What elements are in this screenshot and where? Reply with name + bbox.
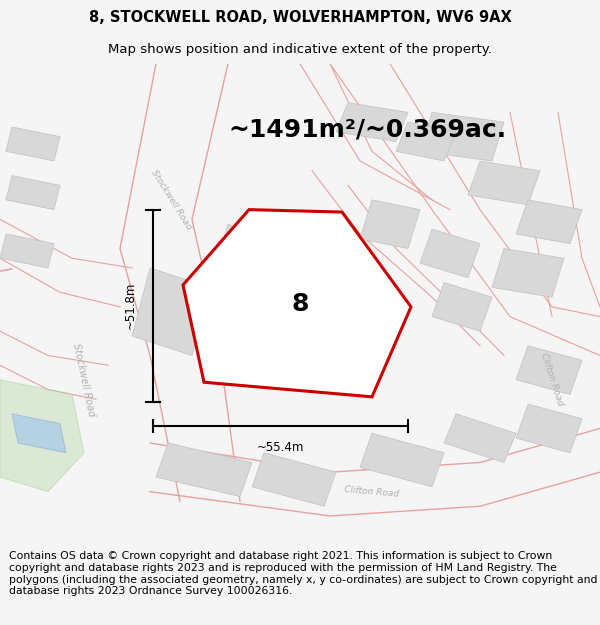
Polygon shape bbox=[132, 268, 210, 356]
Text: Map shows position and indicative extent of the property.: Map shows position and indicative extent… bbox=[108, 43, 492, 56]
Polygon shape bbox=[396, 122, 456, 161]
Polygon shape bbox=[336, 102, 408, 141]
Text: Stockwell Road: Stockwell Road bbox=[71, 342, 97, 418]
Polygon shape bbox=[360, 200, 420, 249]
Polygon shape bbox=[210, 224, 300, 307]
Text: Clifton Road: Clifton Road bbox=[344, 485, 400, 499]
Polygon shape bbox=[6, 176, 60, 209]
Polygon shape bbox=[12, 414, 66, 452]
Polygon shape bbox=[516, 200, 582, 244]
Polygon shape bbox=[444, 414, 516, 462]
Polygon shape bbox=[420, 112, 504, 161]
Text: ~51.8m: ~51.8m bbox=[124, 282, 137, 329]
Polygon shape bbox=[183, 209, 411, 397]
Polygon shape bbox=[516, 404, 582, 452]
Text: 8: 8 bbox=[292, 292, 308, 316]
Polygon shape bbox=[492, 249, 564, 297]
Polygon shape bbox=[0, 234, 54, 268]
Text: ~1491m²/~0.369ac.: ~1491m²/~0.369ac. bbox=[228, 118, 506, 141]
Polygon shape bbox=[252, 452, 336, 506]
Text: Contains OS data © Crown copyright and database right 2021. This information is : Contains OS data © Crown copyright and d… bbox=[9, 551, 598, 596]
Text: Stockwell Road: Stockwell Road bbox=[149, 168, 193, 231]
Polygon shape bbox=[468, 161, 540, 205]
Polygon shape bbox=[420, 229, 480, 278]
Polygon shape bbox=[360, 433, 444, 487]
Polygon shape bbox=[516, 346, 582, 394]
Text: Clifton Road: Clifton Road bbox=[539, 352, 565, 408]
Polygon shape bbox=[156, 443, 252, 496]
Polygon shape bbox=[6, 127, 60, 161]
Polygon shape bbox=[432, 282, 492, 331]
Polygon shape bbox=[0, 380, 84, 492]
Text: ~55.4m: ~55.4m bbox=[257, 441, 304, 454]
Text: 8, STOCKWELL ROAD, WOLVERHAMPTON, WV6 9AX: 8, STOCKWELL ROAD, WOLVERHAMPTON, WV6 9A… bbox=[89, 11, 511, 26]
